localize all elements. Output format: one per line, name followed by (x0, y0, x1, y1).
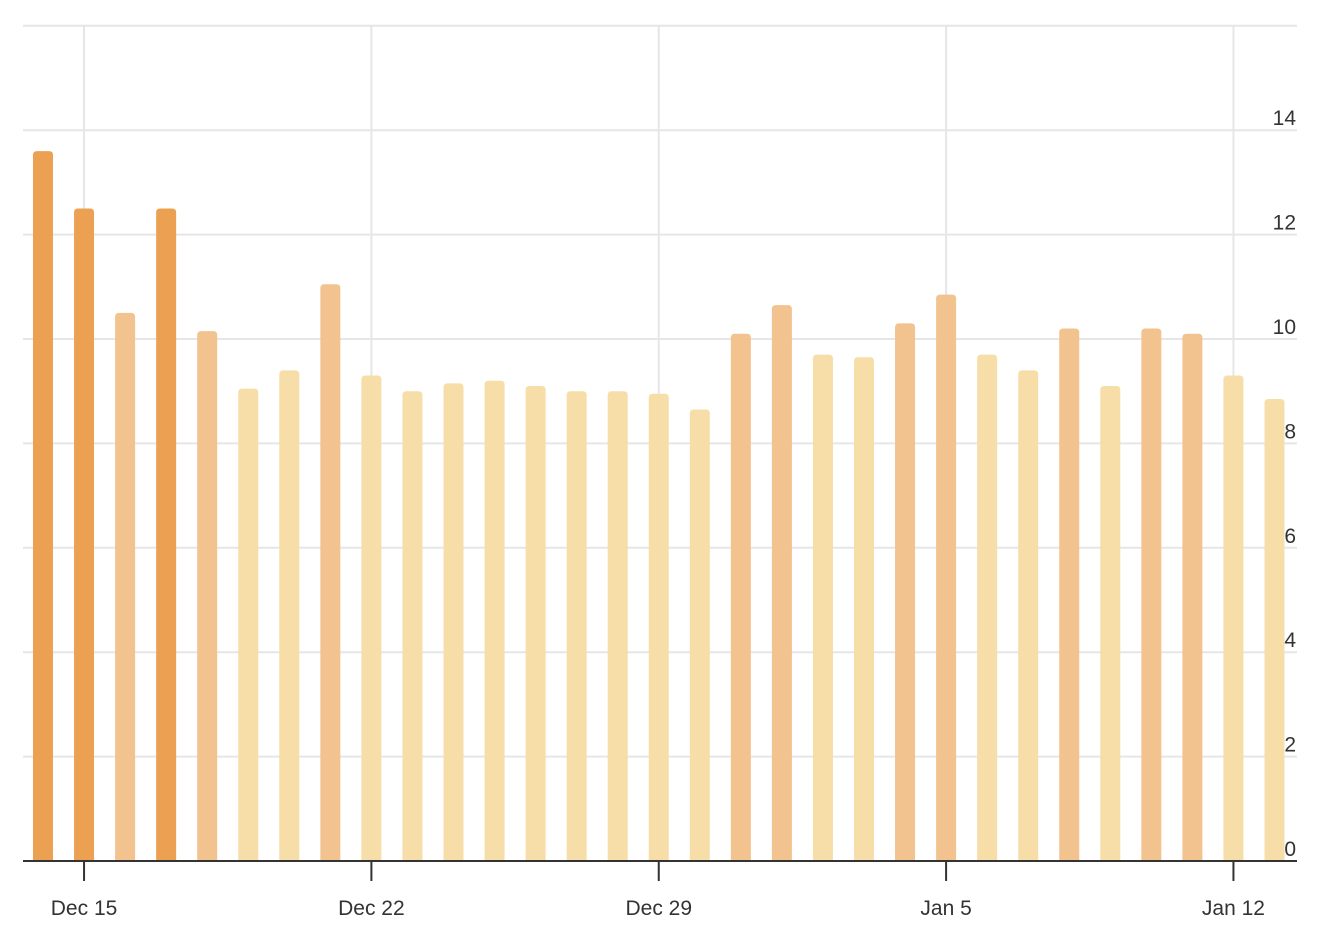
x-axis (23, 860, 1297, 881)
bar (895, 323, 916, 862)
y-tick-label: 12 (1273, 212, 1296, 235)
bar (1018, 370, 1039, 861)
bar (1223, 375, 1244, 861)
bar (854, 357, 874, 861)
bar (525, 385, 546, 861)
bar (484, 380, 505, 861)
bar (1100, 385, 1121, 861)
bar (936, 294, 957, 861)
y-axis-labels: 0 2 4 6 8 10 12 14 (1273, 107, 1297, 861)
bar (1141, 328, 1162, 861)
bar (648, 393, 669, 861)
y-tick-label: 14 (1273, 107, 1297, 130)
y-tick-label: 10 (1273, 316, 1296, 339)
bar (566, 391, 587, 861)
y-tick-label: 6 (1284, 525, 1296, 548)
bar (607, 391, 628, 861)
y-tick-label: 4 (1284, 629, 1296, 652)
x-tick-label: Jan 5 (920, 897, 971, 920)
bar (689, 409, 710, 861)
x-tick-label: Jan 12 (1202, 897, 1265, 920)
bar (977, 354, 998, 861)
x-tick-label: Dec 22 (338, 897, 405, 920)
bar (402, 391, 423, 861)
bar (197, 331, 218, 861)
bar (443, 383, 464, 861)
x-axis-labels: Dec 15 Dec 22 Dec 29 Jan 5 Jan 12 (51, 897, 1265, 920)
y-tick-label: 2 (1284, 734, 1296, 757)
bar (812, 354, 833, 861)
y-tick-label: 8 (1284, 420, 1296, 443)
bar (1264, 399, 1285, 861)
bar (33, 151, 53, 861)
bar (771, 305, 792, 861)
y-tick-label: 0 (1284, 838, 1296, 861)
bar (730, 333, 751, 861)
bar (238, 388, 259, 861)
bar (74, 208, 95, 861)
bar (1059, 328, 1080, 861)
bar (115, 312, 136, 861)
bar (361, 375, 382, 861)
bar (1182, 333, 1203, 861)
bar (156, 208, 177, 861)
bar (320, 284, 341, 861)
x-tick-label: Dec 15 (51, 897, 118, 920)
x-tick-label: Dec 29 (625, 897, 692, 920)
bar (279, 370, 300, 861)
bar-series (33, 151, 1285, 862)
